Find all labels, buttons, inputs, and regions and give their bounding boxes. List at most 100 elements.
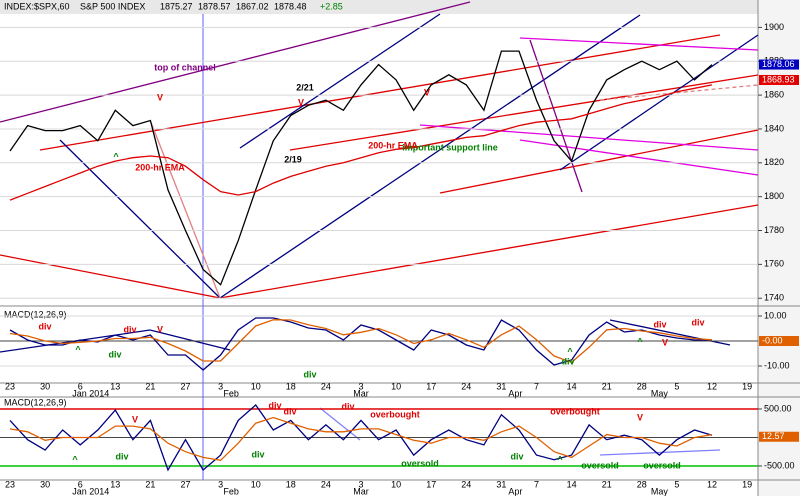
x-tick-label: 10 (391, 479, 401, 489)
price-tag: 1878.06 (762, 59, 795, 69)
x-tick-label: 13 (110, 479, 120, 489)
y-tick-label: 500.00 (764, 403, 792, 413)
x-tick-label: 21 (145, 479, 155, 489)
price-tag-box (759, 59, 799, 70)
ohlc-value: 1867.02 (236, 1, 269, 11)
annotation: ^ (567, 346, 573, 356)
month-label: Jan 2014 (72, 388, 109, 398)
annotation: div (561, 356, 574, 366)
price-tag-box (759, 74, 799, 85)
value-tag: 12.57 (762, 431, 785, 441)
panel-title: MACD(12,26,9) (4, 309, 67, 319)
month-label: Apr (508, 388, 522, 398)
panel-title: MACD(12,26,9) (4, 397, 67, 407)
trendline (519, 139, 759, 176)
series-line (9, 416, 713, 461)
header-bar (0, 0, 800, 14)
annotation: 2/19 (284, 154, 302, 164)
x-tick-label: 27 (180, 381, 190, 391)
annotation: oversold (581, 460, 619, 470)
annotation: 2/21 (296, 82, 314, 92)
annotation: overbought (550, 406, 600, 416)
annotation: div (38, 321, 51, 331)
annotation: ^ (75, 344, 81, 354)
series-line (9, 319, 713, 364)
x-tick-label: 12 (707, 381, 717, 391)
x-tick-label: 6 (78, 381, 83, 391)
trendline (519, 37, 759, 51)
annotation: ^ (72, 454, 78, 464)
series-line (9, 404, 713, 472)
annotation: V (424, 87, 430, 97)
x-tick-label: 17 (426, 381, 436, 391)
x-tick-label: 24 (321, 479, 331, 489)
trendline (239, 13, 441, 149)
value-tag-box (759, 336, 799, 346)
trendline (0, 1, 471, 123)
x-tick-label: 28 (637, 381, 647, 391)
ohlc-value: 1875.27 (160, 1, 193, 11)
y-tick-label: 1740 (764, 293, 784, 303)
trendline (0, 254, 221, 299)
x-tick-label: 3 (358, 479, 363, 489)
annotation: div (510, 451, 523, 461)
y-tick-label: 1800 (764, 191, 784, 201)
month-label: Mar (353, 486, 369, 496)
value-tag-box (759, 431, 799, 442)
trendline (559, 34, 759, 171)
y-tick-label: 10.00 (764, 310, 787, 320)
annotation: V (662, 337, 668, 347)
x-tick-label: 19 (742, 381, 752, 391)
annotation: V (157, 324, 163, 334)
annotation: V (132, 414, 138, 424)
annotation: div (268, 400, 281, 410)
price-tag: 1868.93 (762, 74, 795, 84)
trendline (439, 129, 759, 194)
trendline (149, 119, 221, 299)
ohlc-value: 1878.57 (198, 1, 231, 11)
trendline (219, 204, 759, 299)
header-subtitle: S&P 500 INDEX (80, 1, 145, 11)
x-tick-label: 14 (567, 479, 577, 489)
x-tick-label: 10 (251, 381, 261, 391)
annotation: ^ (113, 151, 119, 161)
x-tick-label: 12 (707, 479, 717, 489)
y-tick-label: 1860 (764, 89, 784, 99)
x-tick-label: 30 (40, 479, 50, 489)
trendline (219, 14, 641, 299)
y-tick-label: 1760 (764, 259, 784, 269)
annotation: div (303, 369, 316, 379)
x-tick-label: 5 (674, 381, 679, 391)
x-tick-label: 23 (5, 381, 15, 391)
x-tick-label: 13 (110, 381, 120, 391)
x-tick-label: 17 (426, 479, 436, 489)
x-tick-label: 14 (567, 381, 577, 391)
x-tick-label: 3 (358, 381, 363, 391)
month-label: Apr (508, 486, 522, 496)
ema-label: 200-hr EMA (135, 162, 185, 172)
trendline (599, 449, 721, 456)
y-tick-label: 1780 (764, 225, 784, 235)
y-tick-label: -500.00 (764, 460, 795, 470)
x-tick-label: 5 (674, 479, 679, 489)
month-label: Mar (353, 388, 369, 398)
x-tick-label: 21 (602, 479, 612, 489)
x-tick-label: 31 (496, 479, 506, 489)
x-tick-label: 7 (534, 479, 539, 489)
y-tick-label: 1820 (764, 157, 784, 167)
ema-label: 200-hr EMA (368, 140, 418, 150)
annotation: top of channel (154, 62, 216, 72)
x-tick-label: 24 (321, 381, 331, 391)
x-tick-label: 19 (742, 479, 752, 489)
x-tick-label: 3 (218, 479, 223, 489)
annotation: V (157, 92, 163, 102)
x-tick-label: 23 (5, 479, 15, 489)
ohlc-value: 1878.48 (274, 1, 307, 11)
annotation: V (637, 412, 643, 422)
x-tick-label: 10 (251, 479, 261, 489)
annotation: div (108, 349, 121, 359)
x-tick-label: 18 (286, 381, 296, 391)
y-tick-label: 1840 (764, 123, 784, 133)
